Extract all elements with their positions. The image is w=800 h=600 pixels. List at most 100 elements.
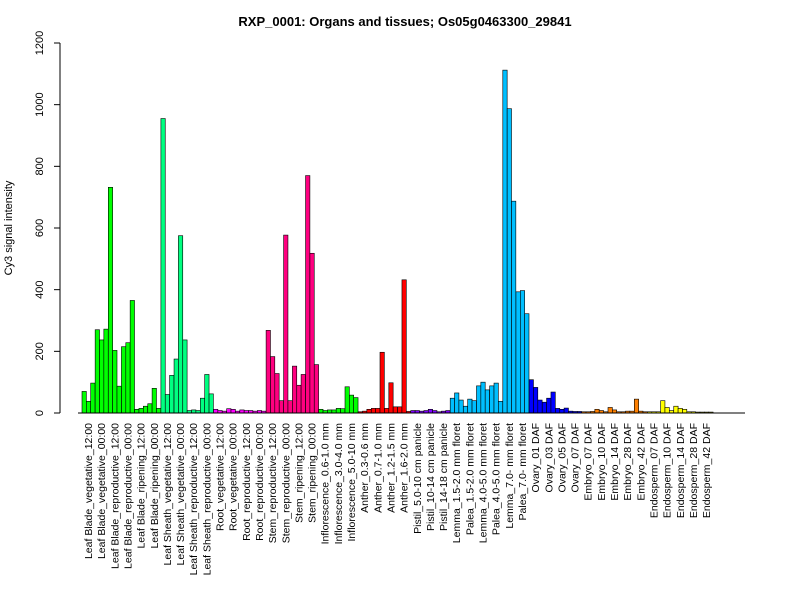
x-tick-label: Stem_ripening_00:00 [307,423,319,523]
bar [454,392,460,414]
bar [555,408,561,414]
bar [484,389,490,414]
x-tick-label: Anther_1.2-1.5 mm [385,423,397,513]
bar [274,373,280,414]
y-tick-label: 800 [34,157,46,175]
bar [546,397,552,414]
y-axis: 0 200 400 600 800 1000 1200 [34,31,61,416]
x-tick-label: Leaf Blade_vegetative_12:00 [83,423,95,559]
x-tick-label: Pistil_14-18 cm panicle [438,423,450,531]
bar [169,375,175,414]
bar [388,382,394,414]
bar [283,234,289,414]
x-tick-label: Inflorescence_0.6-1.0 mm [320,423,332,545]
x-tick-label: Embryo_14 DAF [609,423,621,501]
bar [607,407,613,414]
bar [458,399,464,414]
x-tick-label: Palea_1.5-2.0 mm floret [464,423,476,535]
bar [449,397,455,414]
x-tick-label: Root_reproductive_00:00 [254,423,266,541]
bar [515,291,521,414]
bar [300,374,306,414]
bar [506,108,512,414]
bar [204,374,210,414]
bar [278,400,284,414]
y-tick-label: 1000 [34,92,46,116]
bar [379,351,385,414]
bar [318,408,324,414]
x-tick-label: Endosperm_07 DAF [648,423,660,518]
y-tick-label: 1200 [34,31,46,55]
x-tick-label: Leaf Blade_ripening_00:00 [149,423,161,549]
bar [313,364,319,414]
bar [125,342,131,414]
x-tick-label: Leaf Sheath_reproductive_12:00 [188,423,200,576]
bar [134,408,140,414]
y-tick-label: 400 [34,280,46,298]
x-tick-label: Embryo_10 DAF [596,423,608,501]
x-tick-label: Palea_4.0-5.0 mm floret [491,423,503,535]
bar [498,400,504,414]
x-tick-label: Ovary_03 DAF [543,423,555,492]
x-tick-label: Anther_1.6-2.0 mm [399,423,411,513]
chart-title: RXP_0001: Organs and tissues; Os05g04633… [238,14,571,29]
x-tick-label: Pistil_10-14 cm panicle [425,423,437,531]
x-tick-label: Ovary_05 DAF [556,423,568,492]
bar [550,391,556,414]
bar [537,399,543,414]
x-tick-label: Palea_7.0- mm floret [517,423,529,521]
x-tick-label: Leaf Sheath_vegetative_12:00 [162,423,174,566]
x-tick-label: Lemma_7.0- mm floret [504,423,516,529]
bar [121,346,127,414]
x-tick-label: Anther_0.7-1.0 mm [372,423,384,513]
y-tick-label: 200 [34,342,46,360]
bar [90,382,96,414]
bar [370,408,376,414]
bar [563,407,569,414]
bar [524,313,530,414]
bar [471,400,477,414]
x-tick-label: Inflorescence_3.0-4.0 mm [333,423,345,545]
bar [116,385,122,414]
bars-group [81,69,714,414]
bar [528,379,534,414]
bar [296,384,302,414]
x-tick-label: Inflorescence_5.0-10 mm [346,423,358,542]
x-tick-label: Stem_reproductive_12:00 [267,423,279,543]
x-tick-label: Stem_ripening_12:00 [293,423,305,523]
bar [178,235,184,414]
bar [151,388,157,414]
bar [349,394,355,414]
bar [384,408,390,414]
bar [160,118,166,414]
bar [559,408,565,414]
bar [340,408,346,414]
x-tick-label: Ovary_07 DAF [570,423,582,492]
bar [230,408,236,414]
x-tick-label: Leaf Blade_vegetative_00:00 [96,423,108,559]
bar [108,187,113,414]
x-tick-label: Leaf Blade_reproductive_00:00 [122,423,134,569]
bar [335,408,341,414]
bar [292,365,298,414]
bar [427,408,433,414]
x-tick-label: Endosperm_28 DAF [688,423,700,518]
x-tick-label: Leaf Sheath_reproductive_00:00 [201,423,213,576]
y-axis-label: Cy3 signal intensity [3,180,15,275]
x-tick-label: Embryo_07 DAF [583,423,595,501]
x-tick-label: Ovary_01 DAF [530,423,542,492]
bar [305,175,311,414]
bar [138,408,144,414]
x-tick-label: Stem_reproductive_00:00 [280,423,292,543]
x-tick-label: Lemma_1.5-2.0 mm floret [451,423,463,543]
bar [467,398,473,414]
bar [660,400,666,414]
bar [309,252,315,414]
bar [147,403,153,414]
x-tick-label: Lemma_4.0-5.0 mm floret [478,423,490,543]
bar [99,339,105,414]
x-tick-label: Embryo_42 DAF [635,423,647,501]
bar [200,397,206,414]
bar [81,391,87,414]
